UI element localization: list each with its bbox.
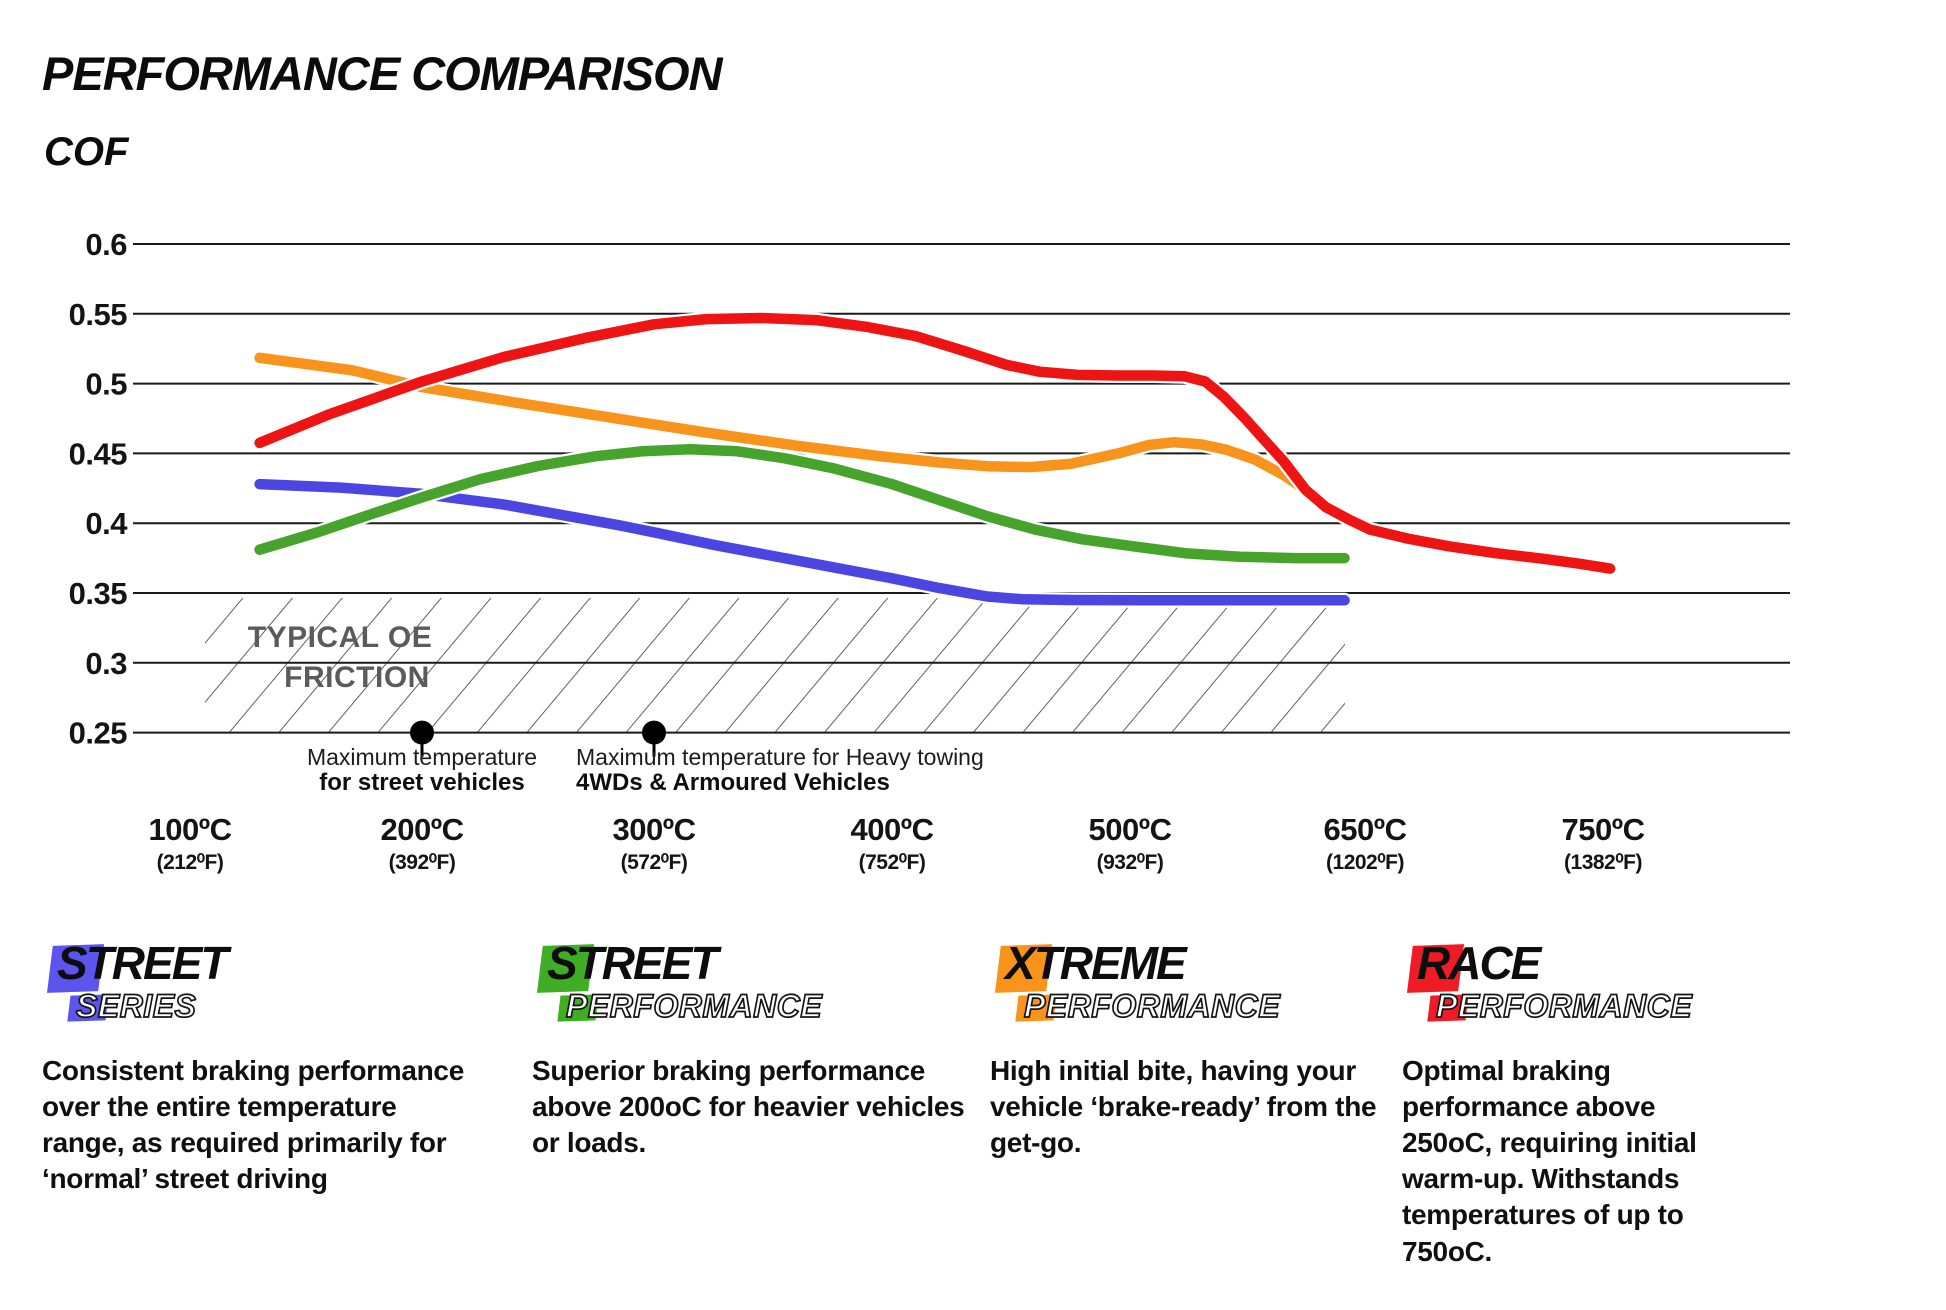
temp-f: (1202⁰F) [1326,851,1404,874]
temp-c: 400ºC [850,812,934,847]
oe-friction-hatch [205,598,1345,733]
temp-f: (752⁰F) [858,851,926,874]
y-axis-tick-labels: 0.6 0.55 0.5 0.45 0.4 0.35 0.3 0.25 [69,227,129,751]
x-label-100c: 100ºC (212⁰F) [149,812,232,875]
y-tick-0.55: 0.55 [69,297,128,332]
logo-word1: STREET [57,936,229,990]
page-title: PERFORMANCE COMPARISON [42,47,723,100]
typical-oe-label-line1: TYPICAL OE [248,621,432,654]
race-performance-logo: RACE PERFORMANCE [1402,937,1762,1040]
logo-word1: STREET [547,936,719,990]
y-tick-0.25: 0.25 [69,716,128,751]
xtreme-performance-logo: XTREME PERFORMANCE [990,937,1390,1040]
street-performance-logo: STREET PERFORMANCE [532,937,1002,1040]
annotation-line: Maximum temperature [306,744,538,770]
street-performance-line [254,443,1350,564]
temp-c: 650ºC [1323,812,1407,847]
logo-letter: S [547,937,578,989]
y-tick-0.5: 0.5 [85,367,127,402]
race-performance-line [254,312,1616,574]
logo-word1-rest: TREET [575,937,719,989]
x-label-650c: 650ºC (1202⁰F) [1324,812,1407,875]
logo-word1-rest: ACE [1448,937,1541,989]
logo-word2: SERIES [75,987,197,1025]
y-axis-title: COF [44,130,129,174]
logo-letter: R [1417,937,1450,989]
temp-f: (932⁰F) [1096,851,1164,874]
logo-letter: S [57,937,88,989]
typical-oe-label-line2: FRICTION [284,661,430,694]
x-label-400c: 400ºC (752⁰F) [851,812,934,875]
temp-c: 200ºC [380,812,464,847]
temp-f: (212⁰F) [156,851,224,874]
temperature-markers [410,720,666,757]
legend-street-performance: STREET PERFORMANCE Superior braking perf… [532,937,1002,1158]
series-description: High initial bite, having your vehicle ‘… [990,1055,1377,1159]
y-tick-0.4: 0.4 [85,506,128,541]
temp-c: 750ºC [1561,812,1645,847]
temp-c: 100ºC [148,812,232,847]
street-series-line [254,478,1350,606]
x-label-500c: 500ºC (932⁰F) [1089,812,1172,875]
max-temp-dot-300c [642,720,666,745]
xtreme-performance-line [254,352,1324,507]
legend-xtreme-performance: XTREME PERFORMANCE High initial bite, ha… [990,937,1390,1158]
x-label-200c: 200ºC (392⁰F) [381,812,464,875]
max-temp-dot-200c [410,720,434,745]
temp-c: 300ºC [612,812,696,847]
temp-c: 500ºC [1088,812,1172,847]
y-tick-0.45: 0.45 [69,436,128,471]
series-description: Superior braking performance above 200oC… [532,1055,965,1159]
series-description: Optimal braking performance above 250oC,… [1402,1055,1697,1267]
annotation-line: Maximum temperature for Heavy towing [576,744,984,770]
street-max-temp-annotation: Maximum temperature for street vehicles [307,744,537,796]
y-tick-0.6: 0.6 [85,227,127,262]
towing-max-temp-annotation: Maximum temperature for Heavy towing 4WD… [576,744,984,796]
y-tick-0.35: 0.35 [69,576,128,611]
logo-word1: XTREME [1005,936,1187,990]
logo-word2: PERFORMANCE [1023,987,1281,1025]
series-lines [252,310,1618,608]
logo-word1: RACE [1417,936,1541,990]
x-label-300c: 300ºC (572⁰F) [613,812,696,875]
race-performance-line-casing [252,310,1618,577]
logo-word2: PERFORMANCE [565,987,823,1025]
annotation-line-bold: for street vehicles [319,769,525,796]
typical-oe-friction-band [205,598,1345,733]
logo-word1-rest: TREET [85,937,229,989]
temp-f: (1382⁰F) [1564,851,1642,874]
y-tick-0.3: 0.3 [85,646,127,681]
logo-word2: PERFORMANCE [1435,987,1693,1025]
x-label-750c: 750ºC (1382⁰F) [1562,812,1645,875]
annotation-line-bold: 4WDs & Armoured Vehicles [576,769,890,796]
legend-street-series: STREET SERIES Consistent braking perform… [42,937,492,1194]
logo-word1-rest: TREME [1033,937,1187,989]
legend-race-performance: RACE PERFORMANCE Optimal braking perform… [1402,937,1762,1267]
temp-f: (572⁰F) [620,851,688,874]
cof-line-chart: 0.60.550.50.450.40.350.30.25 TYPICAL OE … [69,227,1790,757]
logo-letter: X [1005,937,1036,989]
street-series-logo: STREET SERIES [42,937,492,1040]
series-description: Consistent braking performance over the … [42,1055,464,1195]
temp-f: (392⁰F) [388,851,456,874]
